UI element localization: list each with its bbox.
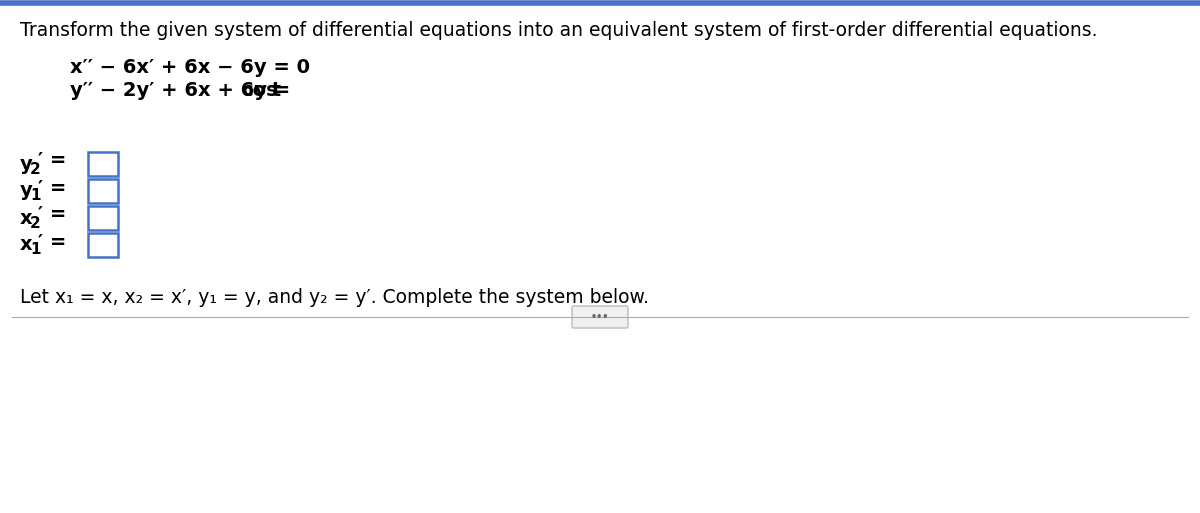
Text: y: y [20,182,32,201]
Text: y: y [20,154,32,173]
FancyBboxPatch shape [88,233,118,257]
Text: Let x₁ = x, x₂ = x′, y₁ = y, and y₂ = y′. Complete the system below.: Let x₁ = x, x₂ = x′, y₁ = y, and y₂ = y′… [20,288,649,307]
Text: Transform the given system of differential equations into an equivalent system o: Transform the given system of differenti… [20,21,1098,40]
FancyBboxPatch shape [88,152,118,176]
Text: y′′ − 2y′ + 6x + 6y =: y′′ − 2y′ + 6x + 6y = [70,81,298,100]
Text: ′ =: ′ = [38,179,66,198]
FancyBboxPatch shape [88,179,118,203]
Text: 2: 2 [30,162,41,176]
FancyBboxPatch shape [572,306,628,328]
Text: cos: cos [241,81,278,100]
FancyBboxPatch shape [88,206,118,230]
Text: 2: 2 [30,215,41,230]
Text: 1: 1 [30,243,41,258]
Text: ′ =: ′ = [38,151,66,170]
Text: 1: 1 [30,188,41,204]
Text: •••: ••• [590,312,610,322]
Text: t: t [265,81,281,100]
Text: x′′ − 6x′ + 6x − 6y = 0: x′′ − 6x′ + 6x − 6y = 0 [70,58,310,77]
Text: ′ =: ′ = [38,206,66,225]
Text: ′ =: ′ = [38,232,66,251]
Text: x: x [20,235,32,254]
Text: x: x [20,208,32,227]
